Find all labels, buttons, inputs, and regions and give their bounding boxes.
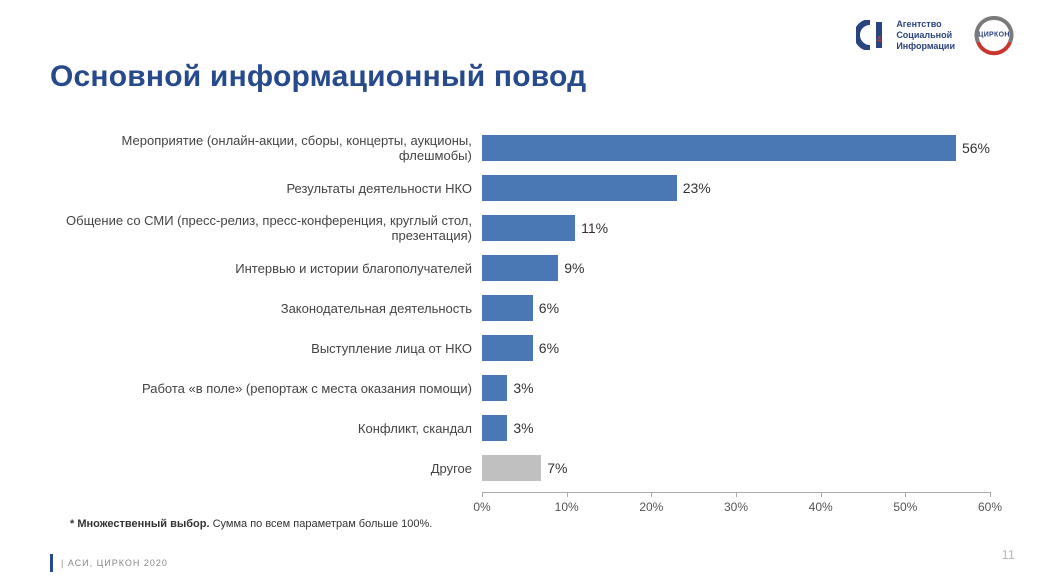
tick-mark	[567, 492, 568, 497]
tick-mark	[482, 492, 483, 497]
chart-row: Работа «в поле» (репортаж с места оказан…	[50, 368, 990, 408]
bar-value: 56%	[962, 140, 990, 156]
bar-area: 11%	[482, 208, 990, 248]
chart-row: Интервью и истории благополучателей 9%	[50, 248, 990, 288]
asi-logo-text: Агентство Социальной Информации	[896, 19, 955, 52]
asi-line1: Агентство	[896, 19, 955, 30]
chart-row: Общение со СМИ (пресс-релиз, пресс-конфе…	[50, 208, 990, 248]
bar-area: 7%	[482, 448, 990, 488]
asi-line2: Социальной	[896, 30, 955, 41]
bar-value: 7%	[547, 460, 567, 476]
zircon-label: ЦИРКОН	[978, 32, 1009, 39]
bar-label: Другое	[50, 461, 482, 476]
bar-value: 6%	[539, 300, 559, 316]
asi-logo-icon: 4	[856, 20, 890, 50]
footer-label: АСИ, ЦИРКОН 2020	[68, 558, 168, 568]
tick-mark	[651, 492, 652, 497]
bar-area: 23%	[482, 168, 990, 208]
bar	[482, 455, 541, 481]
bar-value: 3%	[513, 420, 533, 436]
page-number: 11	[1002, 547, 1016, 562]
slide-title: Основной информационный повод	[50, 60, 586, 94]
chart-row: Результаты деятельности НКО 23%	[50, 168, 990, 208]
bar-label: Общение со СМИ (пресс-релиз, пресс-конфе…	[50, 213, 482, 243]
bar-label: Мероприятие (онлайн-акции, сборы, концер…	[50, 133, 482, 163]
footnote-bold: * Множественный выбор.	[70, 518, 210, 530]
tick-label: 40%	[809, 500, 833, 514]
svg-text:4: 4	[877, 35, 882, 44]
bar	[482, 415, 507, 441]
bar-value: 11%	[581, 220, 608, 236]
tick-label: 0%	[473, 500, 490, 514]
bar-label: Работа «в поле» (репортаж с места оказан…	[50, 381, 482, 396]
bar-area: 3%	[482, 368, 990, 408]
tick-mark	[736, 492, 737, 497]
bar-chart: Мероприятие (онлайн-акции, сборы, концер…	[50, 128, 990, 514]
chart-row: Конфликт, скандал 3%	[50, 408, 990, 448]
chart-row: Законодательная деятельность 6%	[50, 288, 990, 328]
bar-label: Законодательная деятельность	[50, 301, 482, 316]
tick-mark	[990, 492, 991, 497]
bar-value: 3%	[513, 380, 533, 396]
tick-label: 50%	[893, 500, 917, 514]
logos: 4 Агентство Социальной Информации ЦИРКОН	[856, 14, 1015, 56]
bar-value: 6%	[539, 340, 559, 356]
chart-row: Другое 7%	[50, 448, 990, 488]
bar	[482, 295, 533, 321]
asi-line3: Информации	[896, 41, 955, 52]
bar	[482, 175, 677, 201]
bar-area: 9%	[482, 248, 990, 288]
bar	[482, 255, 558, 281]
slide: 4 Агентство Социальной Информации ЦИРКОН…	[0, 0, 1039, 582]
bar	[482, 335, 533, 361]
tick-mark	[905, 492, 906, 497]
tick-label: 10%	[555, 500, 579, 514]
tick-label: 60%	[978, 500, 1002, 514]
chart-rows: Мероприятие (онлайн-акции, сборы, концер…	[50, 128, 990, 488]
asi-logo: 4 Агентство Социальной Информации	[856, 19, 955, 52]
bar-value: 23%	[683, 180, 711, 196]
bar-label: Выступление лица от НКО	[50, 341, 482, 356]
bar-area: 56%	[482, 128, 990, 168]
bar-area: 6%	[482, 288, 990, 328]
footnote: * Множественный выбор. Сумма по всем пар…	[70, 518, 432, 530]
bar-area: 3%	[482, 408, 990, 448]
tick-mark	[821, 492, 822, 497]
bar	[482, 215, 575, 241]
tick-label: 30%	[724, 500, 748, 514]
bar-label: Результаты деятельности НКО	[50, 181, 482, 196]
bar-label: Конфликт, скандал	[50, 421, 482, 436]
footer: | АСИ, ЦИРКОН 2020	[50, 554, 168, 572]
bar-area: 6%	[482, 328, 990, 368]
bar-label: Интервью и истории благополучателей	[50, 261, 482, 276]
bar	[482, 135, 956, 161]
chart-row: Мероприятие (онлайн-акции, сборы, концер…	[50, 128, 990, 168]
footer-accent-bar	[50, 554, 53, 572]
tick-label: 20%	[639, 500, 663, 514]
bar-value: 9%	[564, 260, 584, 276]
bar	[482, 375, 507, 401]
chart-row: Выступление лица от НКО 6%	[50, 328, 990, 368]
footnote-rest: Сумма по всем параметрам больше 100%.	[210, 518, 433, 530]
zircon-logo: ЦИРКОН	[973, 14, 1015, 56]
footer-text: | АСИ, ЦИРКОН 2020	[61, 558, 168, 568]
